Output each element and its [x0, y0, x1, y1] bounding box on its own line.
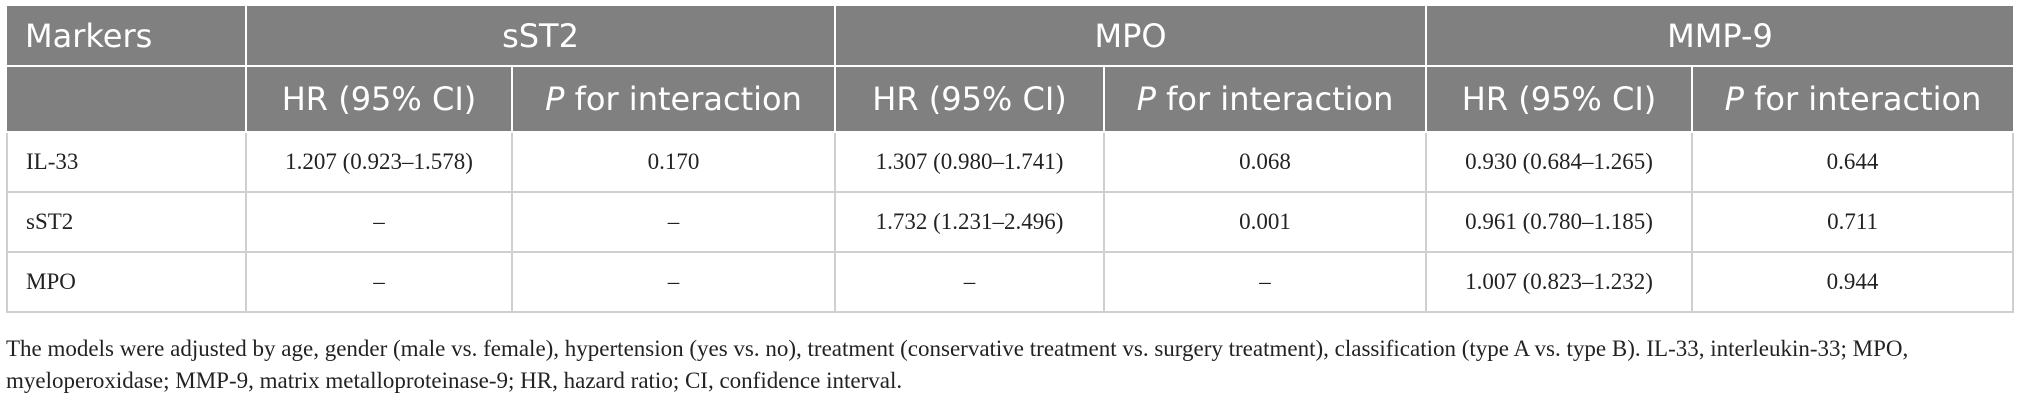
data-cell: 1.007 (0.823–1.232) — [1425, 251, 1694, 313]
data-cell: 0.068 — [1103, 131, 1428, 193]
header-cell: MPO — [834, 6, 1427, 67]
header-row: Markers sST2 MPO MMP-9 — [7, 6, 2014, 67]
italic-p: P — [1724, 80, 1744, 118]
italic-p: P — [1136, 80, 1156, 118]
data-cell: 0.944 — [1691, 251, 2015, 313]
header-cell: MMP-9 — [1425, 6, 2014, 67]
data-cell: 0.001 — [1103, 191, 1428, 253]
data-cell: 1.732 (1.231–2.496) — [834, 191, 1106, 253]
subheader-text: for interaction — [1743, 80, 1982, 118]
data-cell: 0.961 (0.780–1.185) — [1425, 191, 1694, 253]
data-cell: – — [834, 251, 1106, 313]
subheader-cell: HR (95% CI) — [1425, 66, 1693, 133]
subheader-cell: P for interaction — [510, 66, 836, 133]
subheader-cell — [7, 66, 246, 133]
subheader-text: for interaction — [564, 80, 802, 118]
data-cell: IL-33 — [6, 131, 247, 193]
results-table: Markers sST2 MPO MMP-9 HR (95% CI) P for inte… — [6, 6, 2015, 313]
data-cell: 1.207 (0.923–1.578) — [245, 131, 513, 193]
subheader-cell: HR (95% CI) — [834, 66, 1105, 133]
data-cell: MPO — [6, 251, 247, 313]
subheader-cell: P for interaction — [1103, 66, 1427, 133]
header-cell: sST2 — [244, 6, 836, 67]
header-cell: Markers — [7, 6, 246, 67]
data-cell: – — [245, 251, 513, 313]
data-cell: – — [510, 251, 837, 313]
data-row: sST2– –1.732 (1.231–2.496) 0.001 0.961 (0.7… — [6, 191, 2015, 253]
data-cell: 0.170 — [510, 131, 837, 193]
subheader-text: for interaction — [1155, 80, 1394, 118]
data-cell: – — [510, 191, 837, 253]
data-row: IL-33 1.207 (0.923–1.578) 0.170 1.307 (0.98… — [6, 131, 2015, 193]
data-row: MPO – – – –1.007 (0.823–1.232) 0.944 — [6, 251, 2015, 313]
footnote: The models were adjusted by age, gender … — [6, 336, 1909, 393]
data-cell: – — [1103, 251, 1428, 313]
data-cell: 1.307 (0.980–1.741) — [834, 131, 1106, 193]
subheader-cell: HR (95% CI) — [245, 66, 512, 133]
subheader-row: HR (95% CI) P for interaction HR (95% CI) P… — [7, 66, 2014, 133]
data-cell: sST2 — [6, 191, 247, 253]
italic-p: P — [545, 80, 565, 118]
data-cell: – — [245, 191, 513, 253]
data-cell: 0.644 — [1691, 131, 2015, 193]
data-cell: 0.711 — [1691, 191, 2015, 253]
data-cell: 0.930 (0.684–1.265) — [1425, 131, 1694, 193]
subheader-cell: P for interaction — [1691, 66, 2014, 133]
